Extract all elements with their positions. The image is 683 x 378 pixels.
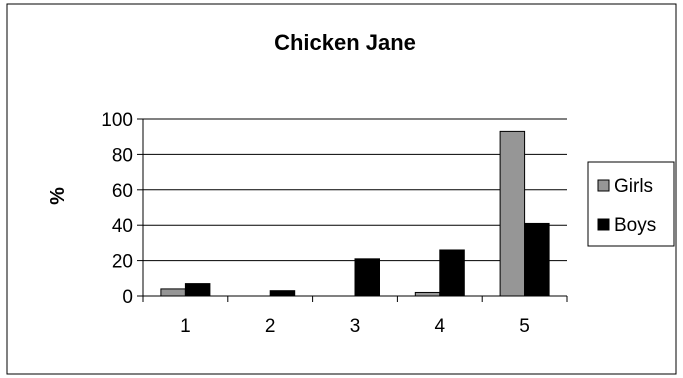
x-tick-label: 4 [435, 316, 446, 337]
bar-girls-5 [499, 130, 526, 297]
y-tick-label: 60 [112, 181, 133, 202]
x-tick-label: 2 [265, 316, 276, 337]
legend-label-boys: Boys [614, 215, 656, 236]
axes [137, 118, 568, 302]
legend-label-girls: Girls [614, 176, 653, 197]
bar-boys-5 [524, 222, 550, 297]
bar-girls-4 [414, 291, 441, 297]
x-tick-labels: 1 2 3 4 5 [180, 316, 530, 337]
y-axis-label: % [47, 187, 69, 205]
y-tick-labels: 0 20 40 60 80 100 [101, 110, 133, 308]
legend: Girls Boys [587, 161, 675, 247]
legend-swatch-boys [597, 218, 610, 231]
y-tick-label: 40 [112, 216, 133, 237]
y-tick-label: 0 [122, 287, 133, 308]
chart-frame [6, 3, 677, 375]
x-tick-label: 3 [350, 316, 361, 337]
chart-title: Chicken Jane [274, 30, 416, 55]
legend-swatch-girls [597, 179, 610, 192]
bar-boys-1 [184, 283, 211, 297]
bar-boys-3 [354, 258, 380, 297]
bar-boys-2 [269, 290, 296, 297]
bar-girls-1 [160, 288, 186, 297]
x-tick-label: 1 [180, 316, 191, 337]
gridlines [143, 118, 567, 262]
y-tick-label: 100 [101, 110, 133, 131]
legend-box [587, 161, 675, 247]
y-tick-label: 20 [112, 252, 133, 273]
y-tick-label: 80 [112, 145, 133, 166]
x-tick-label: 5 [519, 316, 530, 337]
bars [160, 130, 550, 297]
bar-boys-4 [439, 249, 465, 297]
